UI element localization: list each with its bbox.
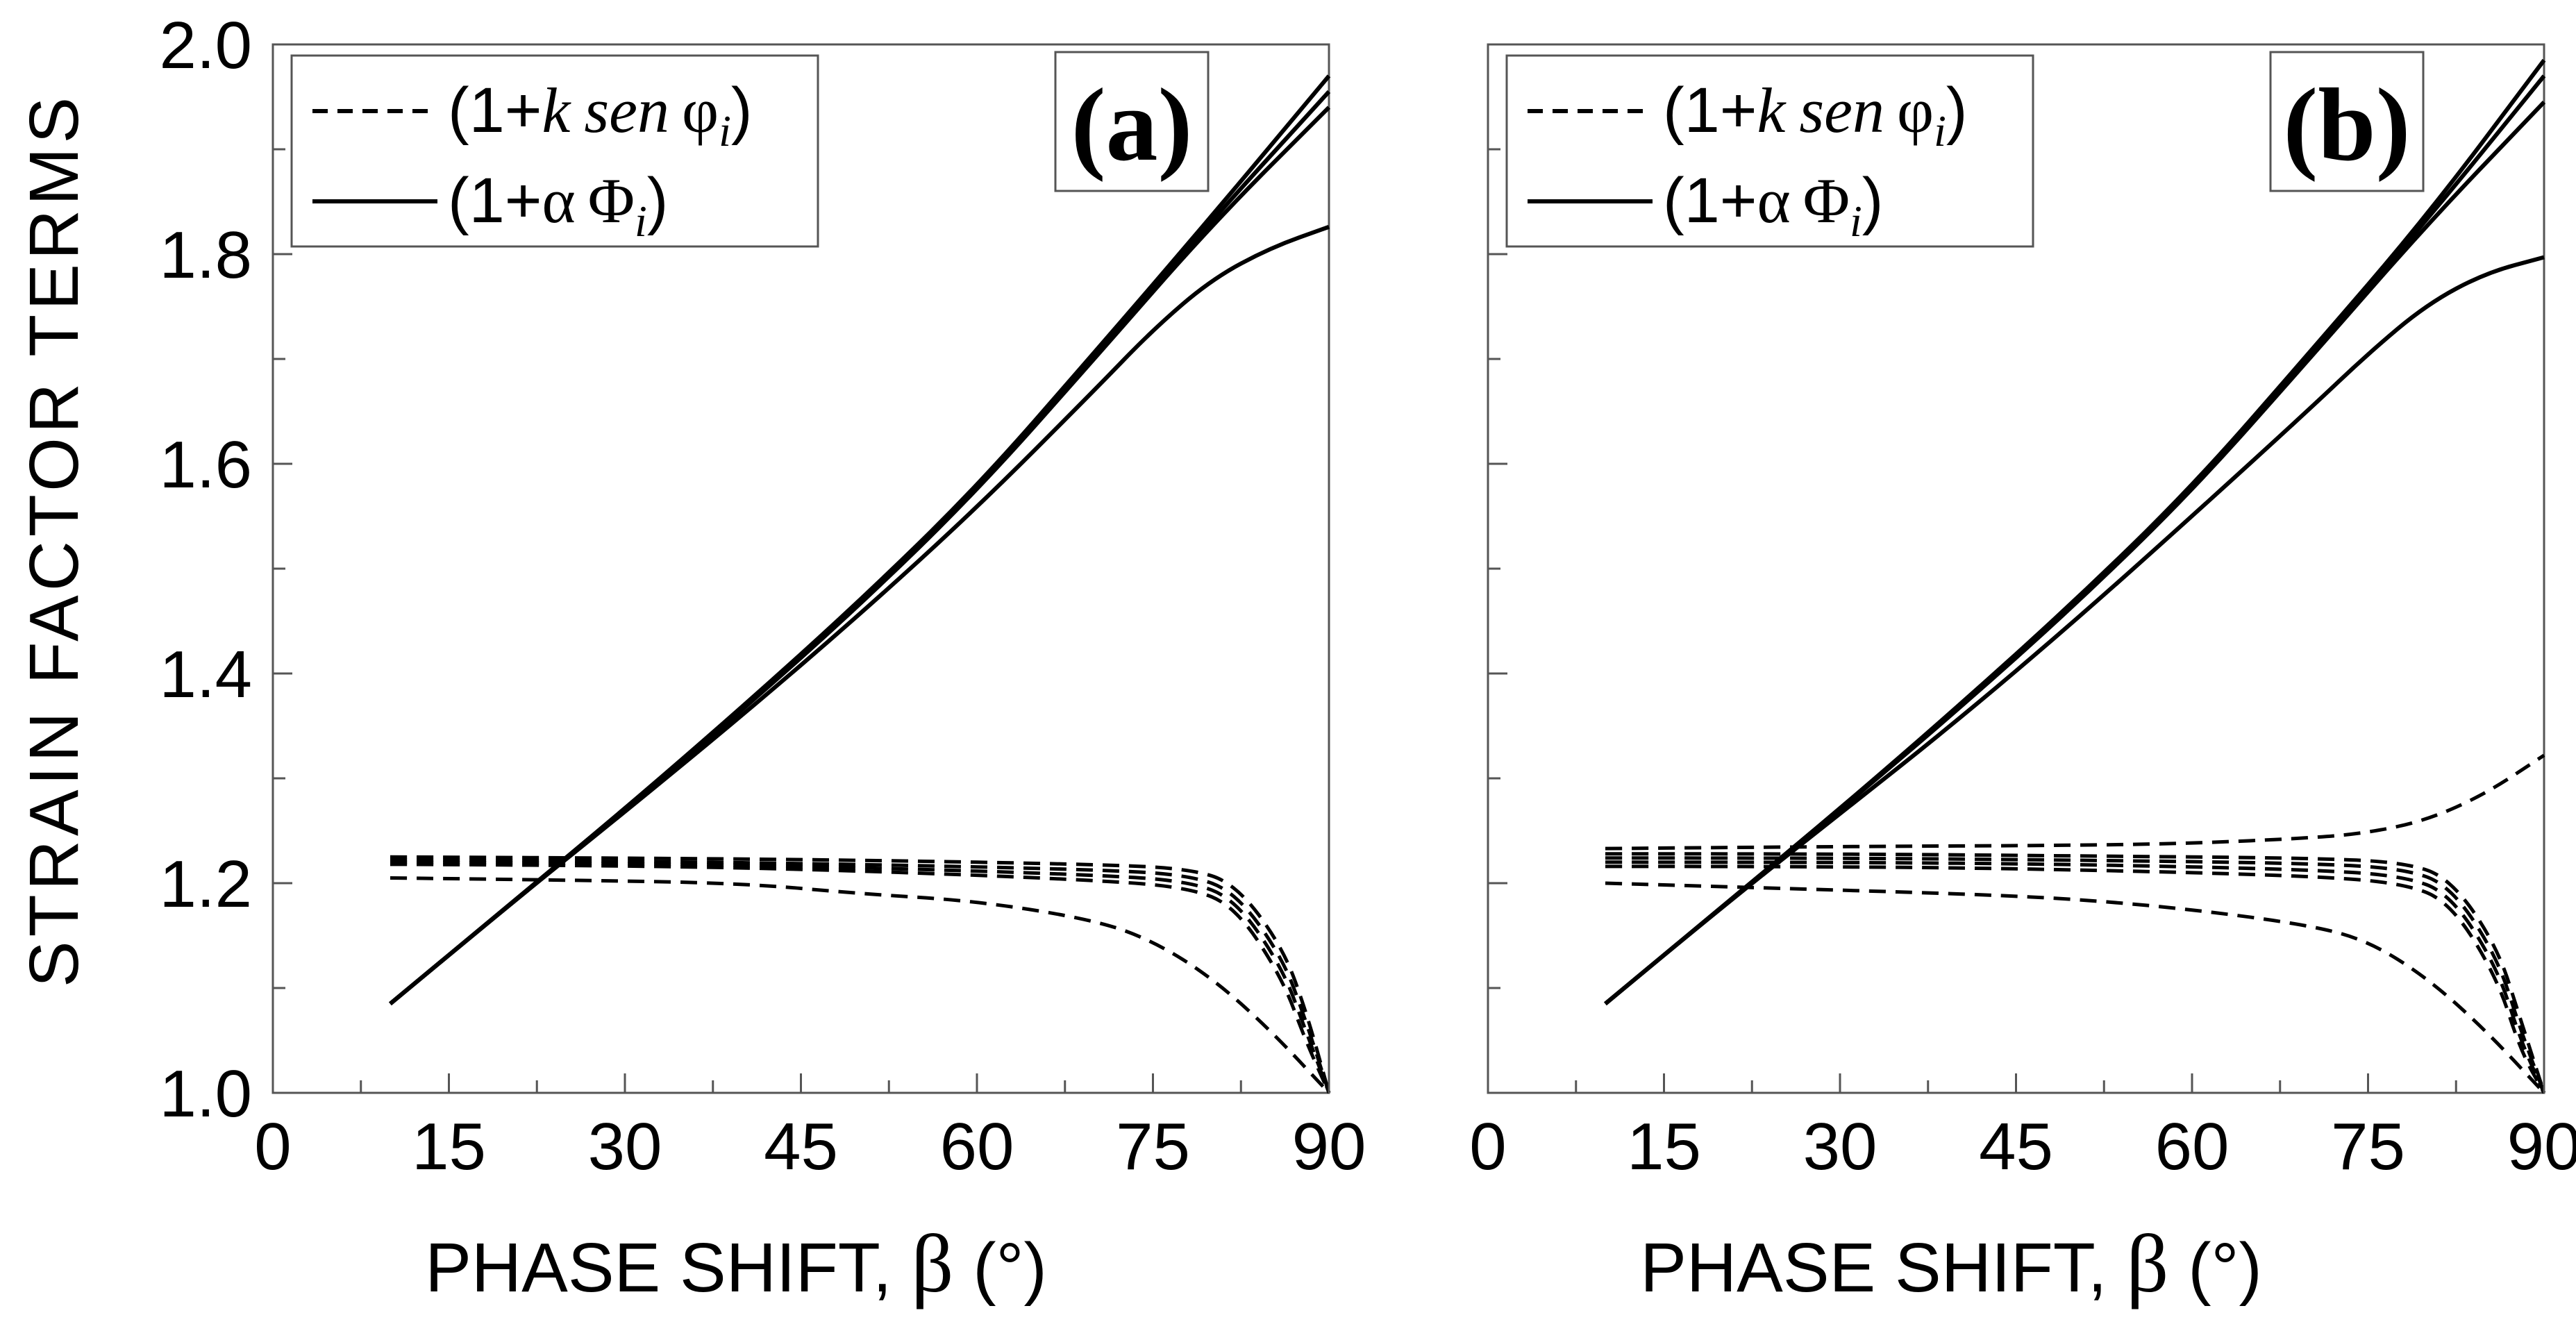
panel-a-series-dashed-8 (390, 862, 1331, 1094)
panel-a-series-dashed-5 (390, 855, 1331, 1094)
x-axis-label-a-beta: β (911, 1217, 953, 1309)
panel-a-series-dashed-7 (390, 860, 1331, 1094)
panel-b-label-box (2269, 51, 2425, 192)
panel-b-x-tick-label: 0 (1469, 1110, 1506, 1184)
panel-b-x-tick-label: 60 (2155, 1110, 2230, 1184)
x-axis-label-b-beta: β (2126, 1217, 2168, 1309)
panel-a-x-tick-label: 15 (412, 1110, 486, 1184)
panel-a-x-tick-label: 90 (1292, 1110, 1366, 1184)
panel-b-series-dashed-9 (1605, 864, 2546, 1094)
panel-b-x-tick-label: 90 (2507, 1110, 2576, 1184)
panel-a-label-box (1054, 51, 1210, 192)
panel-a-x-tick-label: 75 (1116, 1110, 1190, 1184)
panel-b-series-dashed-8 (1605, 860, 2546, 1094)
panel-a-x-tick-label: 30 (588, 1110, 662, 1184)
x-axis-label-b: PHASE SHIFT, β (°) (1640, 1217, 2262, 1309)
panel-b-x-tick-label: 45 (1979, 1110, 2053, 1184)
panel-a-x-tick-label: 0 (254, 1110, 291, 1184)
panel-b-label: (b) (2283, 67, 2410, 183)
panel-b-legend-dashed-label: (1+k sen φi) (1663, 75, 1968, 156)
panel-a-y-tick-label: 1.6 (160, 428, 252, 502)
panel-a-y-tick-label: 1.2 (160, 847, 252, 921)
panel-a-legend-solid-label: (1+α Φi) (448, 165, 668, 246)
y-axis-label: STRAIN FACTOR TERMS (15, 93, 93, 987)
panel-a-series-dashed-6 (390, 858, 1331, 1094)
panel-a-x-tick-label: 60 (940, 1110, 1014, 1184)
panel-b-x-tick-label: 75 (2331, 1110, 2405, 1184)
panel-a-series-solid-4 (389, 224, 1330, 1005)
panel-b-ticks: 0 15 30 45 60 75 90 (1469, 43, 2576, 1184)
panel-b-series-dashed-5 (1605, 753, 2545, 851)
panel-a-label: (a) (1071, 67, 1193, 183)
x-axis-label-a-unit: (°) (953, 1229, 1046, 1307)
panel-a-ticks: 0 15 30 45 60 75 90 1.0 1.2 1.4 1.6 1.8 2.0 (160, 8, 1366, 1184)
panel-a-x-tick-label: 45 (764, 1110, 838, 1184)
panel-a-y-tick-label: 1.8 (160, 218, 252, 292)
panel-b-x-tick-label: 30 (1803, 1110, 1877, 1184)
x-axis-label-b-text: PHASE SHIFT, (1640, 1229, 2126, 1307)
panel-a-series (389, 74, 1331, 1094)
panel-b-legend-box (1505, 54, 2034, 248)
panel-a-legend-box (290, 54, 819, 248)
panel-b-series (1604, 58, 2546, 1094)
panel-b-x-tick-label: 15 (1627, 1110, 1701, 1184)
panel-a: 0 15 30 45 60 75 90 1.0 1.2 1.4 1.6 1.8 2.0 (1+k sen φ… (160, 8, 1366, 1184)
panel-a-legend-dashed-label: (1+k sen φi) (448, 75, 753, 156)
panel-b-legend-solid-label: (1+α Φi) (1663, 165, 1883, 246)
panel-b-series-dashed-6 (1605, 852, 2546, 1094)
x-axis-label-b-unit: (°) (2168, 1229, 2261, 1307)
x-axis-label-a: PHASE SHIFT, β (°) (425, 1217, 1047, 1309)
panel-a-y-tick-label: 1.4 (160, 637, 252, 712)
panel-b: 0 15 30 45 60 75 90 (1+k sen φi) (1+α Φi) (b) (1469, 43, 2576, 1184)
panel-a-y-tick-label: 2.0 (160, 8, 252, 83)
panel-a-y-tick-label: 1.0 (160, 1057, 252, 1131)
x-axis-label-a-text: PHASE SHIFT, (425, 1229, 911, 1307)
panel-b-series-dashed-7 (1605, 856, 2546, 1094)
